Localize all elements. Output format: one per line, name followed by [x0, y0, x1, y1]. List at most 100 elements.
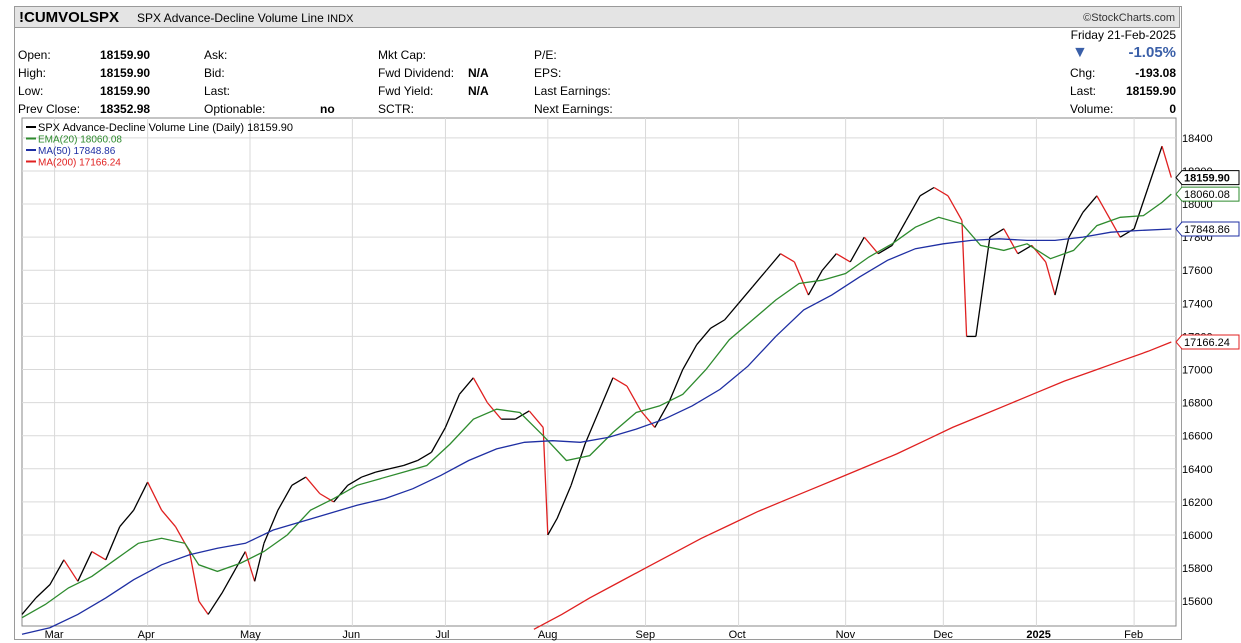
price-line-segment	[1045, 261, 1056, 296]
x-tick-label: Dec	[933, 629, 953, 641]
last-label: Last:	[204, 84, 231, 98]
price-line-segment	[1133, 187, 1149, 230]
price-line-segment	[1096, 195, 1112, 221]
x-tick-label: Oct	[729, 629, 746, 641]
y-tick-label: 16400	[1182, 464, 1213, 476]
price-line-segment	[766, 253, 781, 271]
mktcap-label: Mkt Cap:	[378, 48, 427, 62]
price-line-segment	[333, 484, 349, 503]
y-tick-label: 18000	[1182, 199, 1213, 211]
price-line-segment	[263, 509, 279, 544]
price-line-segment	[668, 369, 684, 403]
price-tag-label: 17166.24	[1184, 337, 1230, 349]
price-line-segment	[975, 237, 991, 337]
ticker-name: SPX Advance-Decline Volume Line INDX	[137, 11, 353, 25]
price-line-segment	[891, 220, 907, 246]
price-line-segment	[277, 485, 293, 511]
fwd-dividend-label: Fwd Dividend:	[378, 66, 455, 80]
price-line-segment	[654, 402, 670, 428]
x-tick-label: May	[240, 629, 261, 641]
price-line-segment	[63, 559, 79, 582]
last-price-label: Last:	[1070, 84, 1097, 98]
low-label: Low:	[18, 84, 44, 98]
plot-area	[21, 117, 1177, 627]
last-earnings-label: Last Earnings:	[534, 84, 611, 98]
next-earnings-label: Next Earnings:	[534, 102, 613, 116]
price-line-segment	[35, 584, 51, 599]
price-line-segment	[361, 471, 376, 478]
price-line-segment	[612, 377, 628, 387]
high-value: 18159.90	[100, 66, 151, 80]
price-line-segment	[417, 451, 432, 462]
fwd-yield-label: Fwd Yield:	[378, 84, 434, 98]
ma-line-ema-20-	[21, 193, 1172, 619]
price-line-segment	[738, 286, 754, 304]
optionable-label: Optionable:	[204, 102, 266, 116]
price-line-segment	[710, 319, 725, 329]
price-line-segment	[291, 476, 307, 486]
price-line-segment	[244, 551, 256, 582]
price-line-segment	[235, 551, 246, 569]
price-line-segment	[849, 236, 865, 263]
price-line-segment	[598, 377, 614, 412]
price-line-segment	[430, 427, 447, 453]
price-line-segment	[556, 485, 572, 519]
price-line-segment	[989, 228, 1005, 238]
price-line-segment	[640, 410, 656, 428]
price-line-segment	[905, 195, 921, 221]
price-tag-label: 18159.90	[1184, 173, 1230, 185]
prev-close-label: Prev Close:	[18, 102, 81, 116]
legend-label: MA(200) 17166.24	[38, 158, 121, 169]
price-line-segment	[254, 543, 265, 582]
price-tag: 17166.24	[1175, 334, 1240, 350]
price-tag: 18060.08	[1175, 186, 1240, 202]
price-line-segment	[444, 394, 461, 428]
x-tick-label: Mar	[45, 629, 64, 641]
ask-label: Ask:	[204, 48, 228, 62]
sctr-label: SCTR:	[378, 102, 414, 116]
last-price-value: 18159.90	[1125, 84, 1176, 98]
down-arrow-icon: ▼	[1072, 44, 1088, 61]
price-line-segment	[49, 559, 65, 585]
price-line-segment	[319, 493, 335, 503]
price-tag-box	[1175, 334, 1240, 350]
brand-logo: ©StockCharts.com	[1083, 12, 1175, 24]
price-line-segment	[1161, 145, 1172, 178]
open-value: 18159.90	[100, 48, 151, 62]
price-line-segment	[947, 195, 963, 221]
bid-label: Bid:	[204, 66, 225, 80]
legend-label: EMA(20) 18060.08	[38, 135, 122, 146]
price-line-segment	[458, 377, 474, 395]
y-tick-label: 15800	[1182, 563, 1213, 575]
price-line-segment	[919, 186, 935, 197]
price-line-segment	[780, 253, 795, 263]
price-line-segment	[375, 468, 390, 473]
ticker-name-text: SPX Advance-Decline Volume Line	[137, 11, 324, 25]
y-tick-label: 16600	[1182, 431, 1213, 443]
x-tick-label: Nov	[836, 629, 856, 641]
open-label: Open:	[18, 48, 51, 62]
price-line-segment	[133, 481, 149, 511]
price-line-segment	[835, 253, 851, 263]
price-line-segment	[119, 509, 135, 528]
price-tag-box	[1175, 170, 1240, 186]
price-line-segment	[1110, 220, 1121, 238]
y-tick-label: 18400	[1182, 133, 1213, 145]
change-percent: -1.05%	[1128, 44, 1176, 61]
price-line-segment	[105, 526, 121, 561]
price-line-segment	[207, 592, 223, 615]
price-line-segment	[961, 220, 968, 337]
price-tag-label: 18060.08	[1184, 189, 1230, 201]
ma-line-ma-200-	[533, 341, 1172, 630]
price-line-segment	[626, 385, 642, 412]
chg-value: -193.08	[1135, 66, 1176, 80]
high-label: High:	[18, 66, 47, 80]
volume-label: Volume:	[1070, 102, 1114, 116]
price-line-segment	[528, 410, 544, 428]
quote-panel: Open: 18159.90 High: 18159.90 Low: 18159…	[14, 28, 1180, 118]
price-line-segment	[1082, 195, 1098, 213]
legend-label: MA(50) 17848.86	[38, 146, 116, 157]
fwd-dividend-value: N/A	[468, 66, 489, 80]
price-line-segment	[1147, 145, 1163, 188]
